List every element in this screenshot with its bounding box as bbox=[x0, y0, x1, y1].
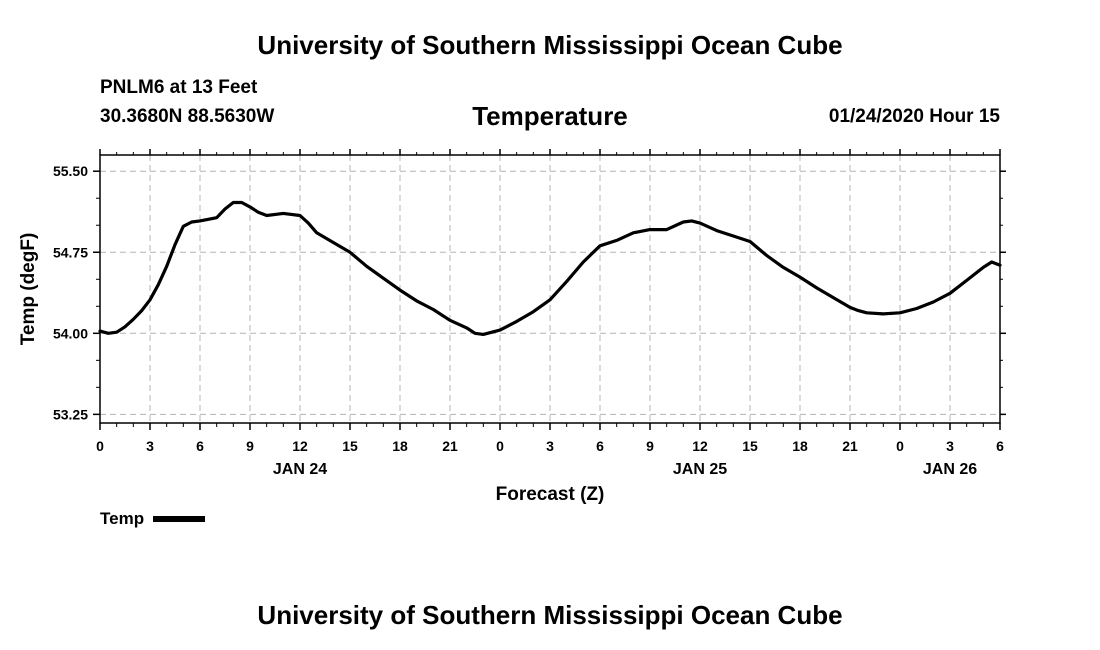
date-label: JAN 24 bbox=[273, 461, 327, 478]
x-tick-label: 0 bbox=[896, 438, 904, 454]
x-tick-label: 6 bbox=[596, 438, 604, 454]
coordinates-label: 30.3680N 88.5630W bbox=[100, 106, 275, 127]
x-tick-label: 21 bbox=[842, 438, 858, 454]
x-tick-label: 15 bbox=[742, 438, 758, 454]
grid-lines bbox=[100, 155, 1000, 423]
y-tick-label: 54.00 bbox=[53, 325, 88, 341]
x-tick-label: 3 bbox=[546, 438, 554, 454]
axis-labels: 0 3 6 9 12 15 18 21 0 3 6 9 12 15 18 21 0 3 6 53.25 54.00 54.… bbox=[18, 163, 1004, 505]
date-label: JAN 25 bbox=[673, 461, 727, 478]
x-tick-label: 6 bbox=[996, 438, 1004, 454]
y-axis-title: Temp (degF) bbox=[18, 233, 39, 346]
x-tick-label: 3 bbox=[946, 438, 954, 454]
chart-title: Temperature bbox=[472, 101, 628, 131]
series-layer bbox=[98, 200, 1002, 336]
page-title: University of Southern Mississippi Ocean… bbox=[257, 30, 843, 60]
x-tick-label: 9 bbox=[646, 438, 654, 454]
y-tick-label: 53.25 bbox=[53, 406, 88, 422]
y-tick-label: 55.50 bbox=[53, 163, 88, 179]
y-tick-label: 54.75 bbox=[53, 244, 88, 260]
x-tick-label: 18 bbox=[792, 438, 808, 454]
x-tick-label: 0 bbox=[496, 438, 504, 454]
footer-title: University of Southern Mississippi Ocean… bbox=[257, 600, 843, 630]
x-tick-label: 18 bbox=[392, 438, 408, 454]
station-label: PNLM6 at 13 Feet bbox=[100, 77, 258, 98]
temp-series-line bbox=[98, 200, 1002, 336]
x-tick-label: 21 bbox=[442, 438, 458, 454]
legend-swatch bbox=[153, 516, 206, 522]
legend-label: Temp bbox=[100, 509, 145, 528]
x-tick-label: 12 bbox=[692, 438, 708, 454]
date-label: JAN 26 bbox=[923, 461, 977, 478]
datetime-label: 01/24/2020 Hour 15 bbox=[828, 106, 1000, 127]
x-tick-label: 6 bbox=[196, 438, 204, 454]
x-axis-title: Forecast (Z) bbox=[496, 484, 605, 505]
x-tick-label: 0 bbox=[96, 438, 104, 454]
x-tick-label: 12 bbox=[292, 438, 308, 454]
legend: Temp bbox=[100, 509, 206, 529]
x-tick-label: 15 bbox=[342, 438, 358, 454]
x-tick-label: 3 bbox=[146, 438, 154, 454]
axis-ticks bbox=[93, 149, 1006, 430]
x-tick-label: 9 bbox=[246, 438, 254, 454]
